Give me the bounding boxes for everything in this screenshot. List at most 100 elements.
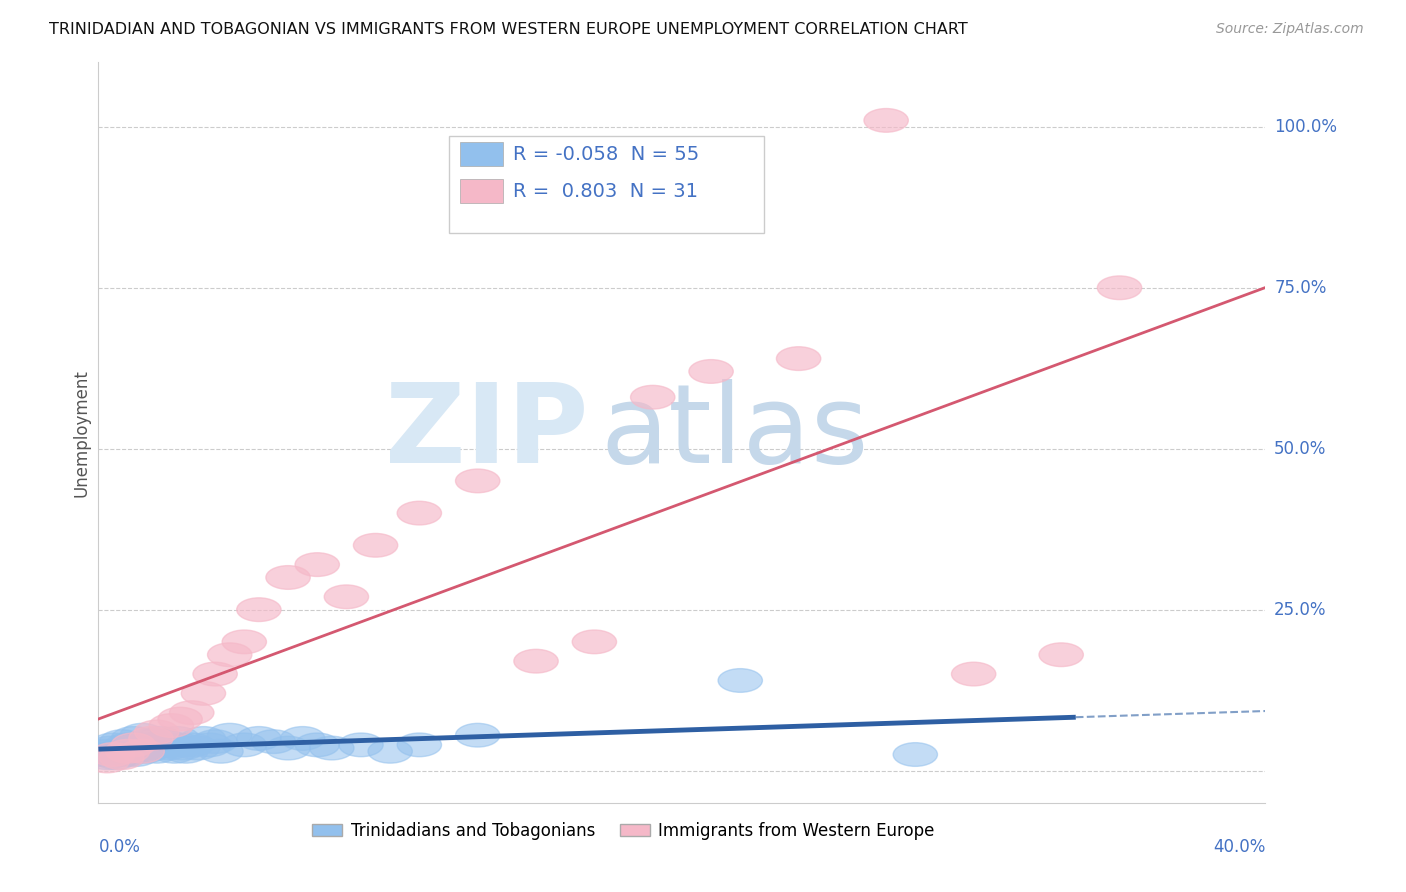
- Text: 25.0%: 25.0%: [1274, 600, 1327, 619]
- Ellipse shape: [776, 347, 821, 370]
- Ellipse shape: [103, 739, 146, 764]
- Ellipse shape: [160, 736, 205, 760]
- FancyBboxPatch shape: [449, 136, 763, 233]
- Ellipse shape: [252, 730, 295, 754]
- Text: 0.0%: 0.0%: [98, 838, 141, 856]
- Ellipse shape: [309, 736, 354, 760]
- Ellipse shape: [181, 681, 225, 706]
- Ellipse shape: [76, 743, 121, 766]
- Ellipse shape: [157, 733, 202, 756]
- Ellipse shape: [353, 533, 398, 558]
- Ellipse shape: [94, 746, 138, 770]
- Ellipse shape: [513, 649, 558, 673]
- Ellipse shape: [1097, 276, 1142, 300]
- Ellipse shape: [157, 707, 202, 731]
- Ellipse shape: [135, 720, 179, 744]
- Ellipse shape: [120, 723, 165, 747]
- Ellipse shape: [91, 743, 135, 766]
- Ellipse shape: [149, 714, 194, 738]
- Ellipse shape: [198, 739, 243, 764]
- Ellipse shape: [236, 598, 281, 622]
- Ellipse shape: [208, 723, 252, 747]
- Ellipse shape: [572, 630, 617, 654]
- Ellipse shape: [396, 501, 441, 524]
- Ellipse shape: [141, 733, 184, 756]
- Ellipse shape: [89, 736, 132, 760]
- Text: ZIP: ZIP: [385, 379, 589, 486]
- Ellipse shape: [91, 733, 135, 756]
- Text: R = -0.058  N = 55: R = -0.058 N = 55: [513, 145, 699, 164]
- Ellipse shape: [396, 733, 441, 756]
- Ellipse shape: [132, 736, 176, 760]
- Ellipse shape: [111, 733, 156, 756]
- FancyBboxPatch shape: [460, 179, 503, 203]
- Ellipse shape: [208, 643, 252, 666]
- FancyBboxPatch shape: [460, 143, 503, 166]
- Ellipse shape: [138, 727, 181, 750]
- Ellipse shape: [105, 743, 150, 766]
- Text: TRINIDADIAN AND TOBAGONIAN VS IMMIGRANTS FROM WESTERN EUROPE UNEMPLOYMENT CORREL: TRINIDADIAN AND TOBAGONIAN VS IMMIGRANTS…: [49, 22, 967, 37]
- Ellipse shape: [135, 739, 179, 764]
- Ellipse shape: [193, 662, 238, 686]
- Ellipse shape: [456, 723, 501, 747]
- Ellipse shape: [100, 743, 143, 766]
- Text: atlas: atlas: [600, 379, 869, 486]
- Ellipse shape: [187, 733, 232, 756]
- Ellipse shape: [181, 727, 225, 750]
- Ellipse shape: [266, 566, 311, 590]
- Ellipse shape: [111, 727, 156, 750]
- Ellipse shape: [280, 727, 325, 750]
- Ellipse shape: [952, 662, 995, 686]
- Ellipse shape: [100, 746, 143, 770]
- Ellipse shape: [170, 733, 214, 756]
- Ellipse shape: [105, 733, 150, 756]
- Ellipse shape: [143, 730, 187, 754]
- Ellipse shape: [193, 730, 238, 754]
- Ellipse shape: [114, 743, 159, 766]
- Ellipse shape: [368, 739, 412, 764]
- Ellipse shape: [146, 736, 191, 760]
- Ellipse shape: [152, 739, 197, 764]
- Ellipse shape: [105, 739, 150, 764]
- Text: 75.0%: 75.0%: [1274, 279, 1326, 297]
- Text: Source: ZipAtlas.com: Source: ZipAtlas.com: [1216, 22, 1364, 37]
- Ellipse shape: [122, 739, 167, 764]
- Ellipse shape: [149, 733, 194, 756]
- Ellipse shape: [155, 727, 200, 750]
- Legend: Trinidadians and Tobagonians, Immigrants from Western Europe: Trinidadians and Tobagonians, Immigrants…: [305, 815, 942, 847]
- Ellipse shape: [295, 553, 339, 576]
- Ellipse shape: [129, 733, 173, 756]
- Ellipse shape: [176, 736, 219, 760]
- Ellipse shape: [236, 727, 281, 750]
- Text: 100.0%: 100.0%: [1274, 118, 1337, 136]
- Ellipse shape: [97, 739, 141, 764]
- Ellipse shape: [120, 739, 165, 764]
- Text: R =  0.803  N = 31: R = 0.803 N = 31: [513, 182, 697, 201]
- Ellipse shape: [82, 739, 127, 764]
- Ellipse shape: [325, 585, 368, 608]
- Ellipse shape: [893, 743, 938, 766]
- Ellipse shape: [863, 109, 908, 132]
- Ellipse shape: [111, 739, 156, 764]
- Y-axis label: Unemployment: Unemployment: [72, 368, 90, 497]
- Ellipse shape: [689, 359, 734, 384]
- Ellipse shape: [91, 743, 135, 766]
- Ellipse shape: [170, 701, 214, 724]
- Text: 40.0%: 40.0%: [1213, 838, 1265, 856]
- Ellipse shape: [127, 730, 170, 754]
- Ellipse shape: [120, 736, 165, 760]
- Ellipse shape: [84, 746, 129, 770]
- Ellipse shape: [456, 469, 501, 492]
- Ellipse shape: [1039, 643, 1084, 666]
- Ellipse shape: [84, 749, 129, 772]
- Ellipse shape: [266, 736, 311, 760]
- Ellipse shape: [100, 730, 143, 754]
- Ellipse shape: [163, 739, 208, 764]
- Ellipse shape: [117, 733, 162, 756]
- Ellipse shape: [108, 736, 153, 760]
- Ellipse shape: [718, 669, 762, 692]
- Ellipse shape: [222, 733, 267, 756]
- Ellipse shape: [222, 630, 267, 654]
- Ellipse shape: [339, 733, 384, 756]
- Ellipse shape: [129, 727, 173, 750]
